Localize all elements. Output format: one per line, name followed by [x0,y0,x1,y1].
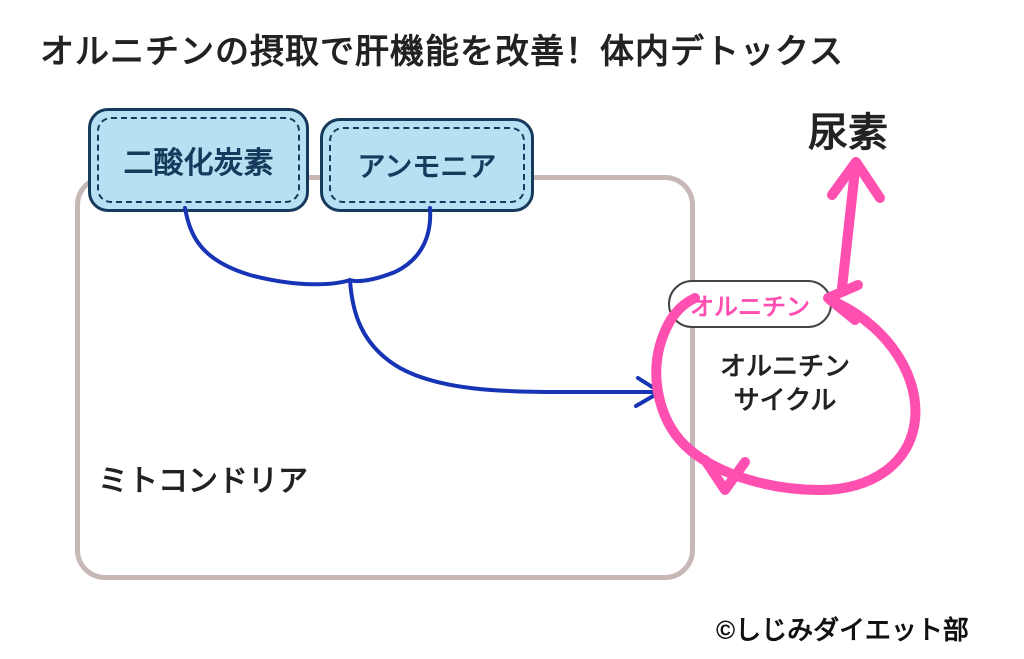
ornithine-pill-label: オルニチン [690,287,810,322]
input-ammonia-box: アンモニア [320,118,534,212]
mitochondria-box [75,175,695,580]
copyright-text: ©しじみダイエット部 [716,610,969,647]
output-urea-label: 尿素 [808,100,888,158]
ornithine-pill: オルニチン [668,280,832,328]
input-ammonia-label: アンモニア [358,145,497,185]
input-co2-label: 二酸化炭素 [124,138,274,182]
ornithine-cycle-label: オルニチン サイクル [720,350,850,418]
diagram-title: オルニチンの摂取で肝機能を改善！体内デトックス [40,24,844,73]
diagram-canvas: オルニチンの摂取で肝機能を改善！体内デトックス 二酸化炭素 アンモニア ミトコン… [0,0,1024,659]
input-co2-box: 二酸化炭素 [88,108,309,212]
mitochondria-label: ミトコンドリア [98,456,308,500]
